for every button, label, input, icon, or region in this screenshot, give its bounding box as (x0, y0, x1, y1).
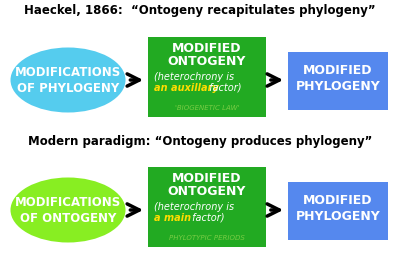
Text: MODIFICATIONS
OF ONTOGENY: MODIFICATIONS OF ONTOGENY (15, 196, 121, 224)
Text: factor): factor) (206, 83, 242, 93)
Text: ONTOGENY: ONTOGENY (168, 55, 246, 68)
Text: (heterochrony is: (heterochrony is (154, 72, 234, 82)
Text: a main: a main (154, 213, 191, 223)
Text: MODIFIED
PHYLOGENY: MODIFIED PHYLOGENY (296, 65, 380, 94)
FancyBboxPatch shape (288, 182, 388, 240)
Ellipse shape (10, 177, 126, 243)
Text: Haeckel, 1866:  “Ontogeny recapitulates phylogeny”: Haeckel, 1866: “Ontogeny recapitulates p… (24, 4, 376, 17)
Text: MODIFIED
PHYLOGENY: MODIFIED PHYLOGENY (296, 194, 380, 224)
Text: an auxillary: an auxillary (154, 83, 219, 93)
Text: 'BIOGENETIC LAW': 'BIOGENETIC LAW' (175, 105, 239, 111)
Text: MODIFICATIONS
OF PHYLOGENY: MODIFICATIONS OF PHYLOGENY (15, 65, 121, 95)
Text: MODIFIED: MODIFIED (172, 42, 242, 55)
Text: (heterochrony is: (heterochrony is (154, 202, 234, 212)
FancyBboxPatch shape (148, 37, 266, 117)
FancyBboxPatch shape (288, 52, 388, 110)
Ellipse shape (10, 48, 126, 112)
Text: PHYLOTYPIC PERIODS: PHYLOTYPIC PERIODS (169, 235, 245, 241)
Text: factor): factor) (189, 213, 224, 223)
FancyBboxPatch shape (148, 167, 266, 247)
Text: ONTOGENY: ONTOGENY (168, 185, 246, 198)
Text: Modern paradigm: “Ontogeny produces phylogeny”: Modern paradigm: “Ontogeny produces phyl… (28, 135, 372, 148)
Text: MODIFIED: MODIFIED (172, 172, 242, 185)
